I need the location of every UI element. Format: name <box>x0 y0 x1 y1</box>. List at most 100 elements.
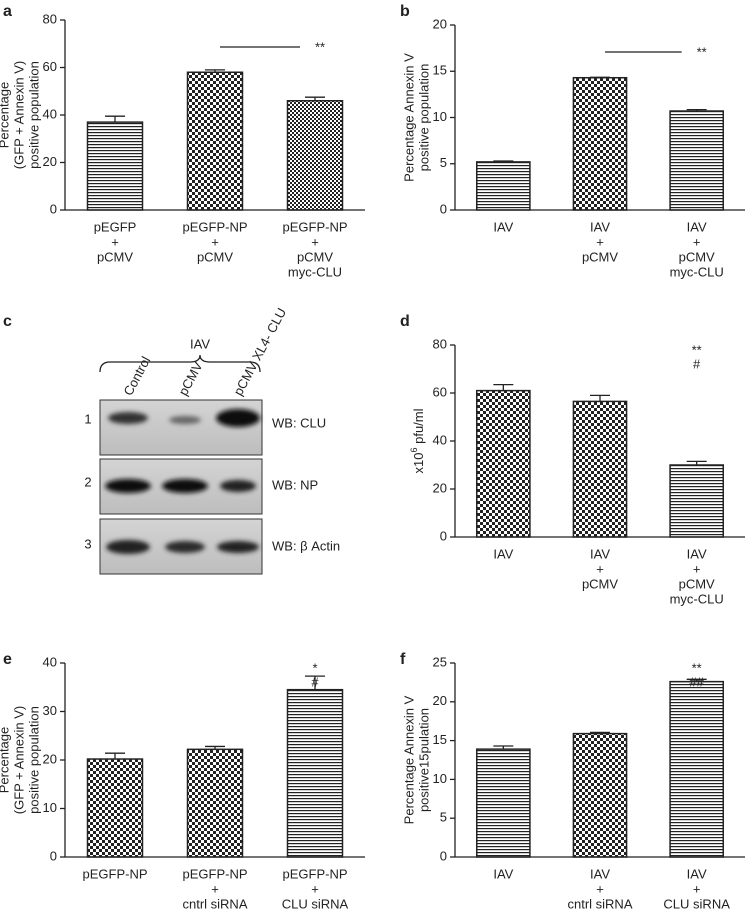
x-tick-label: IAV <box>687 219 707 234</box>
y-tick-label: 20 <box>43 751 57 766</box>
x-tick-label: myc-CLU <box>670 591 724 606</box>
y-tick-label: 0 <box>440 848 447 863</box>
x-tick-label: IAV <box>590 866 610 881</box>
bar <box>186 71 244 211</box>
panel-letter: c <box>3 313 12 330</box>
y-tick-label: 20 <box>433 480 447 495</box>
x-tick-label: + <box>211 881 219 896</box>
x-tick-label: pEGFP-NP <box>82 866 147 881</box>
x-tick-label: IAV <box>493 219 513 234</box>
x-tick-label: + <box>596 561 604 576</box>
annotation: # <box>311 674 319 689</box>
y-tick-label: 15 <box>433 732 447 747</box>
x-tick-label: + <box>596 234 604 249</box>
y-tick-label: 60 <box>433 384 447 399</box>
x-tick-label: pEGFP-NP <box>182 866 247 881</box>
y-axis-label: Percentage Annexin V <box>401 695 416 824</box>
bar <box>669 464 724 538</box>
bar <box>476 389 531 538</box>
x-tick-label: myc-CLU <box>670 264 724 279</box>
x-tick-label: IAV <box>493 866 513 881</box>
row-label: WB: β Actin <box>272 538 340 553</box>
bar <box>476 748 531 858</box>
y-tick-label: 20 <box>433 693 447 708</box>
bar <box>572 732 628 858</box>
annotation: ## <box>689 674 704 689</box>
x-tick-label: + <box>311 881 319 896</box>
y-tick-label: 10 <box>43 800 57 815</box>
bands <box>105 409 260 554</box>
y-tick-label: 60 <box>43 59 57 74</box>
annotation: ** <box>692 342 702 357</box>
y-tick-label: 0 <box>50 201 57 216</box>
blot-strip <box>99 399 263 456</box>
bar <box>572 400 628 538</box>
y-tick-label: 0 <box>50 848 57 863</box>
bar <box>286 688 344 858</box>
y-axis-label: (GFP + Annexin V) <box>11 706 26 815</box>
y-tick-label: 80 <box>433 336 447 351</box>
x-tick-label: CLU siRNA <box>282 896 349 911</box>
treatment-label: IAV <box>190 336 210 351</box>
x-tick-label: cntrl siRNA <box>182 896 247 911</box>
annotation: # <box>693 356 701 371</box>
y-axis-label: positive population <box>26 706 41 814</box>
panel-letter: b <box>400 3 410 20</box>
x-tick-label: pEGFP-NP <box>282 219 347 234</box>
panel-letter: f <box>400 651 406 668</box>
x-tick-label: myc-CLU <box>288 264 342 279</box>
label-exponent: 6 <box>409 448 419 453</box>
x-tick-label: CLU siRNA <box>663 896 730 911</box>
y-axis-label: x106 pfu/ml <box>409 408 426 473</box>
x-tick-label: + <box>111 234 119 249</box>
x-tick-label: pCMV <box>582 576 618 591</box>
bar <box>572 76 628 211</box>
x-tick-label: IAV <box>493 546 513 561</box>
label-part: x10 <box>411 453 426 474</box>
bar <box>669 680 724 858</box>
row-label: WB: NP <box>272 477 318 492</box>
bar <box>669 110 724 211</box>
y-tick-label: 0 <box>440 201 447 216</box>
blot-panel: c IAV Control pCMV pCMV XL4- CLU 1 2 3 W… <box>3 305 340 575</box>
y-tick-label: 30 <box>43 703 57 718</box>
y-tick-label: 40 <box>43 654 57 669</box>
x-tick-label: + <box>596 881 604 896</box>
bar <box>186 748 244 858</box>
x-tick-label: IAV <box>590 546 610 561</box>
x-tick-label: pCMV <box>97 249 133 264</box>
y-tick-label: 20 <box>43 154 57 169</box>
y-tick-label: 40 <box>433 432 447 447</box>
y-axis-label: positive population <box>26 61 41 169</box>
x-tick-label: pCMV <box>297 249 333 264</box>
x-tick-label: pEGFP-NP <box>182 219 247 234</box>
x-tick-label: pCMV <box>679 249 715 264</box>
y-axis-label: Percentage Annexin V <box>401 53 416 182</box>
y-tick-label: 5 <box>440 155 447 170</box>
x-tick-label: + <box>693 234 701 249</box>
annotation: * <box>312 660 317 675</box>
y-tick-label: 40 <box>43 106 57 121</box>
panel-letter: a <box>3 3 12 20</box>
brace <box>99 354 261 373</box>
bar <box>86 121 144 211</box>
lane-label: pCMV XL4- CLU <box>230 305 289 398</box>
x-tick-label: + <box>693 881 701 896</box>
x-tick-label: cntrl siRNA <box>567 896 632 911</box>
annotation: ** <box>315 39 325 54</box>
x-tick-label: pCMV <box>582 249 618 264</box>
x-tick-label: pCMV <box>197 249 233 264</box>
row-number: 3 <box>84 536 91 551</box>
row-number: 2 <box>84 474 91 489</box>
x-tick-label: pEGFP <box>94 219 137 234</box>
y-axis-label: positive population <box>416 64 431 172</box>
annotation: ** <box>692 660 702 675</box>
x-tick-label: + <box>693 561 701 576</box>
bar <box>86 758 144 858</box>
x-tick-label: pEGFP-NP <box>282 866 347 881</box>
bar <box>286 100 344 211</box>
x-tick-label: IAV <box>590 219 610 234</box>
y-tick-label: 10 <box>433 771 447 786</box>
